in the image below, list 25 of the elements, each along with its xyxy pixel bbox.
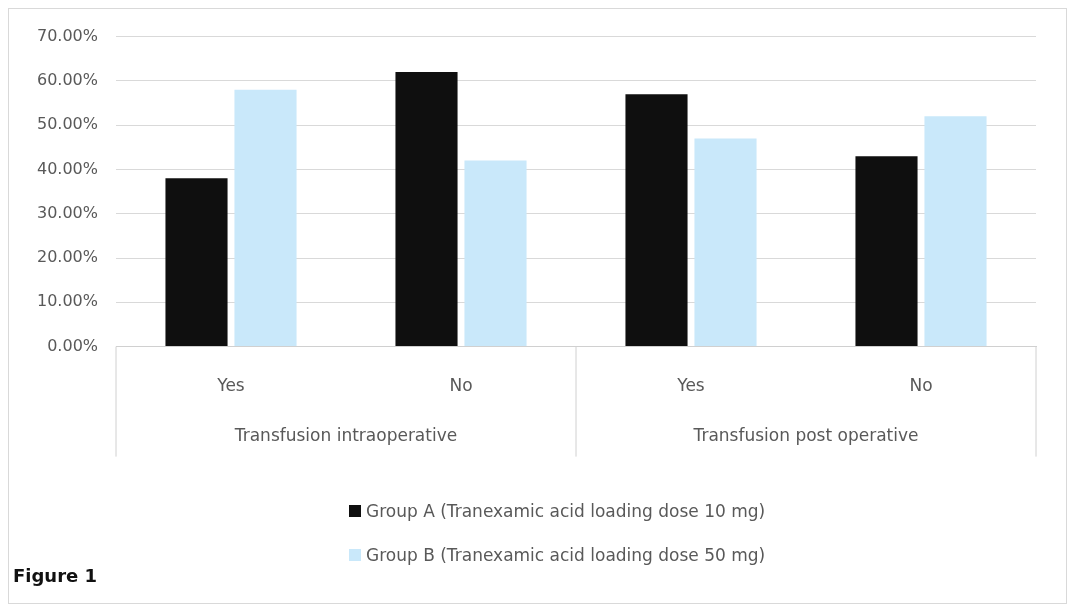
- bar: [165, 178, 228, 347]
- text: Transfusion intraoperative: [233, 425, 458, 446]
- y-tick-label: 20.00%: [36, 247, 99, 267]
- bar: [464, 160, 527, 347]
- y-tick-label: 10.00%: [36, 291, 99, 311]
- bar: [625, 94, 688, 347]
- bar: [924, 116, 987, 347]
- bar: [694, 138, 757, 347]
- bar: [234, 89, 297, 347]
- x-tick-label: Yes: [676, 375, 705, 396]
- y-tick-label: 60.00%: [36, 70, 99, 90]
- bar: [855, 156, 918, 347]
- x-tick-label: Yes: [216, 375, 245, 396]
- y-tick-label: 40.00%: [36, 158, 99, 178]
- caption: Figure 1: [13, 565, 98, 586]
- x-tick-label: No: [909, 375, 933, 396]
- y-tick-label: 0.00%: [47, 335, 99, 355]
- bar: [395, 72, 458, 347]
- y-tick-label: 30.00%: [36, 202, 99, 222]
- y-tick-label: 50.00%: [36, 114, 99, 134]
- x-tick-label: No: [449, 375, 473, 396]
- legend-label: Group A (Tranexamic acid loading dose 10 mg): [366, 501, 766, 521]
- legend-label: Group B (Tranexamic acid loading dose 50 mg): [366, 545, 766, 565]
- y-tick-label: 70.00%: [36, 25, 99, 45]
- text: Transfusion post operative: [692, 425, 919, 446]
